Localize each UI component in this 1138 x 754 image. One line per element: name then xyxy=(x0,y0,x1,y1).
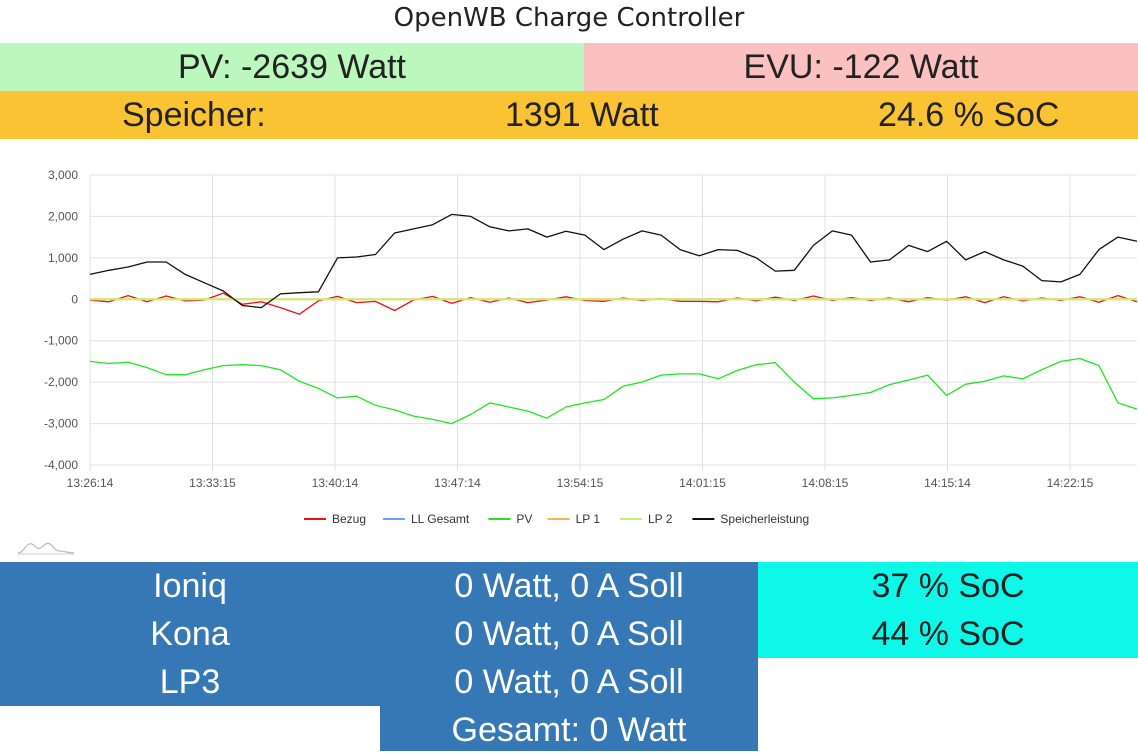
lp1-soc: 37 % SoC xyxy=(758,562,1138,610)
legend-label: LP 2 xyxy=(648,512,673,526)
x-tick-label: 14:01:15 xyxy=(679,476,726,490)
x-tick-label: 13:33:15 xyxy=(189,476,236,490)
power-chart: 3,000 2,000 1,000 0 -1,000 -2,000 -3,000 -4,000… xyxy=(0,155,1138,555)
y-tick-label: -1,000 xyxy=(44,334,78,348)
lp1-name: Ioniq xyxy=(0,562,380,610)
lp3-name: LP3 xyxy=(0,658,380,706)
x-tick-label: 14:15:14 xyxy=(924,476,971,490)
chart-logo-icon xyxy=(17,542,75,555)
x-tick-label: 14:08:15 xyxy=(802,476,849,490)
legend-label: LP 1 xyxy=(576,512,601,526)
legend-label: Speicherleistung xyxy=(720,512,809,526)
evu-power: EVU: -122 Watt xyxy=(584,43,1138,91)
series-line-bezug xyxy=(89,292,1138,315)
lp2-status: 0 Watt, 0 A Soll xyxy=(380,610,758,658)
legend-label: Bezug xyxy=(332,512,366,526)
pv-power: PV: -2639 Watt xyxy=(0,43,584,91)
y-tick-label: -2,000 xyxy=(44,375,78,389)
x-tick-label: 13:47:14 xyxy=(434,476,481,490)
y-tick-label: -4,000 xyxy=(44,458,78,472)
y-tick-label: 3,000 xyxy=(48,168,78,182)
legend-label: LL Gesamt xyxy=(411,512,470,526)
legend-label: PV xyxy=(516,512,532,526)
y-tick-label: 1,000 xyxy=(48,251,78,265)
series-line-pv xyxy=(89,357,1138,425)
lp2-soc: 44 % SoC xyxy=(758,610,1138,658)
speicher-power: 1391 Watt xyxy=(505,96,659,134)
gesamt-power: Gesamt: 0 Watt xyxy=(380,706,758,751)
lp2-name: Kona xyxy=(0,610,380,658)
x-tick-label: 14:22:15 xyxy=(1047,476,1094,490)
lp1-status: 0 Watt, 0 A Soll xyxy=(380,562,758,610)
x-tick-label: 13:26:14 xyxy=(67,476,114,490)
power-chart-svg: 3,000 2,000 1,000 0 -1,000 -2,000 -3,000 -4,000… xyxy=(44,168,1138,526)
y-tick-label: -3,000 xyxy=(44,417,78,431)
speicher-label: Speicher: xyxy=(122,96,266,134)
x-tick-label: 13:54:15 xyxy=(557,476,604,490)
page-title: OpenWB Charge Controller xyxy=(393,3,745,33)
speicher-soc: 24.6 % SoC xyxy=(878,96,1060,134)
y-tick-label: 0 xyxy=(71,292,78,306)
y-tick-label: 2,000 xyxy=(48,209,78,223)
lp3-status: 0 Watt, 0 A Soll xyxy=(380,658,758,706)
series-line-speicherleistung xyxy=(89,213,1138,309)
speicher-row: Speicher: 1391 Watt 24.6 % SoC xyxy=(0,91,1138,139)
chartjs-logo xyxy=(17,538,75,561)
x-tick-label: 13:40:14 xyxy=(312,476,359,490)
